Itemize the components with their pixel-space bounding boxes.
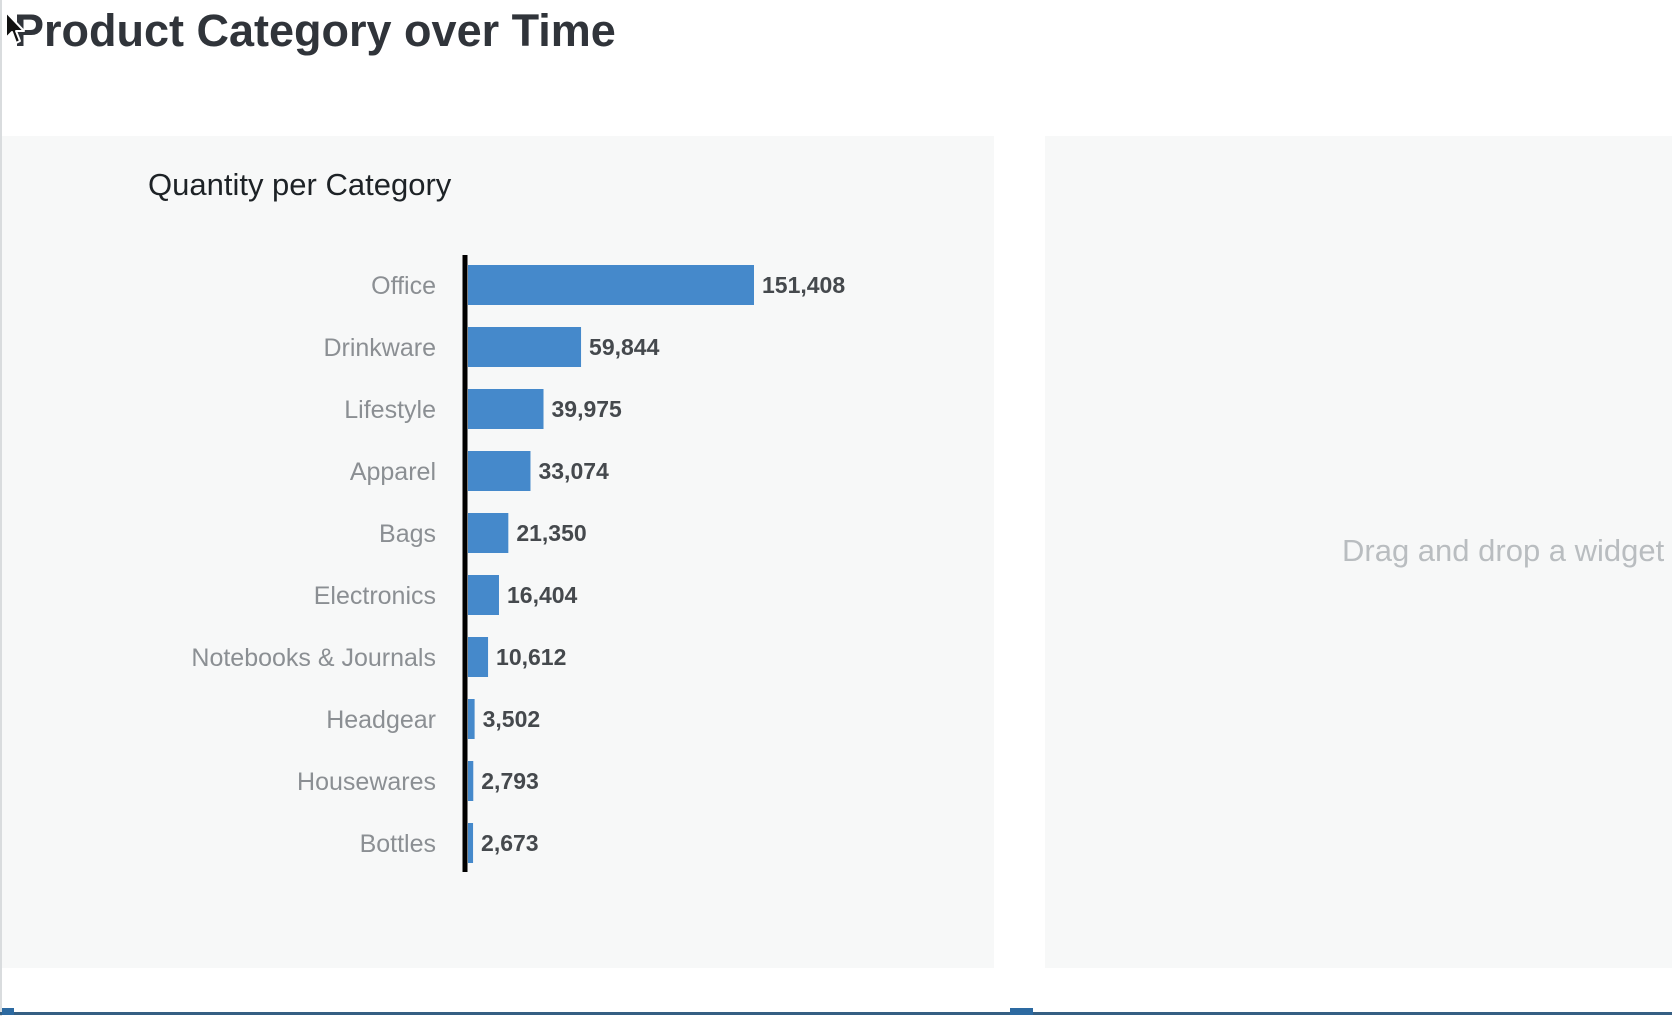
data-label: 39,975 — [552, 396, 623, 422]
category-label: Housewares — [297, 768, 436, 796]
data-label: 3,502 — [483, 706, 541, 732]
bar[interactable] — [468, 761, 474, 801]
bar[interactable] — [468, 389, 544, 429]
category-label: Bags — [379, 520, 436, 548]
category-label: Lifestyle — [344, 396, 436, 424]
data-label: 21,350 — [516, 520, 586, 546]
bar[interactable] — [468, 637, 489, 677]
category-label: Headgear — [326, 706, 436, 734]
data-label: 2,793 — [481, 768, 539, 794]
chart-title: Quantity per Category — [148, 167, 452, 202]
data-label: 2,673 — [481, 830, 539, 856]
data-label: 59,844 — [589, 334, 660, 360]
data-label: 151,408 — [762, 272, 845, 298]
bar[interactable] — [468, 823, 474, 863]
canvas-left-border — [0, 0, 2, 1016]
left-page-tab-indicator[interactable] — [2, 1008, 14, 1015]
category-label: Office — [371, 272, 436, 300]
category-label: Notebooks & Journals — [191, 644, 436, 672]
bar[interactable] — [468, 513, 509, 553]
page-title: Product Category over Time — [14, 5, 616, 56]
bar[interactable] — [468, 575, 499, 615]
drop-zone-hint: Drag and drop a widget — [1342, 533, 1665, 568]
category-label: Drinkware — [323, 334, 436, 362]
data-label: 10,612 — [496, 644, 566, 670]
category-label: Apparel — [350, 458, 436, 486]
bottom-tab-divider — [0, 1012, 1672, 1015]
category-label: Bottles — [360, 830, 436, 858]
empty-widget-drop-zone[interactable] — [1045, 136, 1672, 968]
middle-page-tab-indicator[interactable] — [1010, 1008, 1033, 1015]
data-label: 16,404 — [507, 582, 578, 608]
bar[interactable] — [468, 699, 475, 739]
mouse-pointer-icon — [5, 11, 25, 44]
data-label: 33,074 — [538, 458, 609, 484]
bar[interactable] — [468, 451, 531, 491]
bar[interactable] — [468, 327, 582, 367]
bar[interactable] — [468, 265, 754, 305]
category-label: Electronics — [314, 582, 436, 610]
